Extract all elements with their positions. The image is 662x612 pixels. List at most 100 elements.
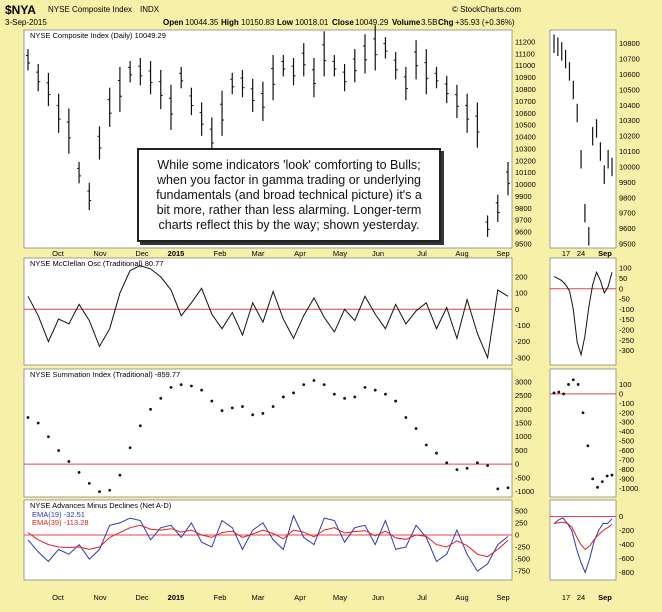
- inset-y-tick-label: -50: [619, 295, 630, 304]
- inset-summation-point: [557, 390, 561, 394]
- close-value: 10049.29: [355, 18, 389, 27]
- inset-summation-point: [576, 383, 580, 386]
- summation-point: [98, 490, 101, 494]
- summation-point: [230, 406, 234, 410]
- y-tick-label: 10400: [515, 133, 536, 142]
- y-tick-label: 10800: [515, 85, 536, 94]
- y-tick-label: 11100: [515, 49, 535, 58]
- month-label: Jul: [417, 593, 427, 602]
- summation-point: [445, 461, 449, 465]
- y-tick-label: 0: [515, 460, 519, 469]
- low-value: 10018.01: [295, 18, 329, 27]
- y-tick-label: 11200: [515, 37, 535, 46]
- summation-point: [435, 451, 438, 455]
- oscillator-line: [27, 265, 509, 360]
- month-label: May: [333, 593, 347, 602]
- month-label: Mar: [252, 593, 265, 602]
- inset-y-tick-label: 10800: [619, 39, 640, 48]
- inset-y-tick-label: -600: [619, 554, 634, 563]
- summation-point: [322, 383, 326, 387]
- y-tick-label: 10900: [515, 73, 536, 82]
- inset-oscillator-line: [553, 270, 613, 357]
- y-tick-label: 11000: [515, 61, 535, 70]
- y-tick-label: 9600: [515, 228, 532, 237]
- summation-point: [414, 427, 418, 430]
- panel-title: NYSE McClellan Osc (Traditional) 80.77: [30, 259, 164, 268]
- index-name: NYSE Composite Index: [48, 5, 133, 14]
- inset-y-tick-label: 10600: [619, 70, 640, 79]
- summation-point: [108, 488, 112, 492]
- month-label: Jun: [372, 593, 384, 602]
- inset-y-tick-label: -1000: [619, 484, 638, 493]
- inset-series-line-1: [553, 517, 613, 574]
- summation-point: [465, 466, 469, 470]
- volume-value: 3.5B: [421, 18, 438, 27]
- y-tick-label: 100: [515, 289, 528, 298]
- month-label: Oct: [52, 593, 65, 602]
- inset-y-tick-label: -250: [619, 336, 634, 345]
- summation-point: [241, 405, 244, 408]
- summation-point: [200, 388, 204, 392]
- close-label: Close: [332, 18, 354, 27]
- month-label: May: [333, 249, 347, 258]
- high-value: 10150.83: [241, 18, 275, 27]
- legend-entry: EMA(39) -113.28: [32, 518, 89, 527]
- volume-label: Volume: [392, 18, 421, 27]
- summation-point: [179, 383, 183, 387]
- summation-point: [159, 396, 163, 400]
- y-tick-label: 2500: [515, 391, 532, 400]
- inset-y-tick-label: 10000: [619, 162, 640, 171]
- inset-x-label: 17: [562, 593, 570, 602]
- summation-point: [486, 464, 489, 467]
- inset-x-label: 17: [562, 249, 570, 258]
- legend-entry: EMA(19) -32.51: [32, 510, 85, 519]
- month-label: Nov: [93, 249, 107, 258]
- symbol-label: $NYA: [5, 3, 36, 17]
- inset-y-tick-label: 9800: [619, 193, 636, 202]
- month-label: Nov: [93, 593, 107, 602]
- inset-y-tick-label: 50: [619, 274, 627, 283]
- month-label: Dec: [135, 593, 149, 602]
- inset-y-tick-label: -300: [619, 346, 634, 355]
- summation-point: [506, 486, 510, 490]
- open-label: Open: [163, 18, 184, 27]
- y-tick-label: 10000: [515, 180, 536, 189]
- summation-point: [363, 385, 367, 389]
- y-tick-label: -100: [515, 321, 530, 330]
- panel-2-inset-plot: [549, 257, 617, 366]
- summation-point: [26, 416, 30, 419]
- inset-y-tick-label: 10400: [619, 101, 640, 110]
- y-tick-label: 1000: [515, 432, 532, 441]
- summation-point: [57, 449, 61, 452]
- summation-point: [496, 487, 500, 491]
- y-tick-label: -750: [515, 567, 530, 576]
- inset-y-tick-label: 10100: [619, 147, 640, 156]
- panel-title: NYSE Advances Minus Declines (Net A-D): [30, 501, 172, 510]
- summation-point: [169, 385, 173, 389]
- inset-y-tick-label: 0: [619, 284, 623, 293]
- month-label: Feb: [214, 249, 227, 258]
- month-label: Jul: [417, 249, 427, 258]
- panel-3-plot: [23, 368, 513, 498]
- inset-summation-point: [605, 474, 609, 478]
- inset-y-tick-label: 9500: [619, 240, 636, 249]
- month-label: Aug: [455, 593, 468, 602]
- summation-point: [128, 446, 132, 450]
- inset-y-tick-label: -200: [619, 526, 634, 535]
- inset-summation-point: [562, 392, 566, 396]
- inset-y-tick-label: -100: [619, 399, 634, 408]
- inset-y-tick-label: -200: [619, 408, 634, 417]
- summation-point: [138, 424, 142, 428]
- y-tick-label: 9800: [515, 204, 532, 213]
- inset-y-tick-label: -800: [619, 465, 634, 474]
- inset-summation-point: [581, 411, 585, 415]
- inset-y-tick-label: 10200: [619, 132, 640, 141]
- panel-title: NYSE Summation Index (Traditional) -859.…: [30, 370, 180, 379]
- panel-title: NYSE Composite Index (Daily) 10049.29: [30, 31, 166, 40]
- inset-summation-point: [552, 391, 556, 395]
- y-tick-label: 1500: [515, 419, 532, 428]
- y-tick-label: 200: [515, 272, 528, 281]
- inset-series-line-2: [553, 521, 613, 551]
- inset-y-tick-label: 0: [619, 389, 623, 398]
